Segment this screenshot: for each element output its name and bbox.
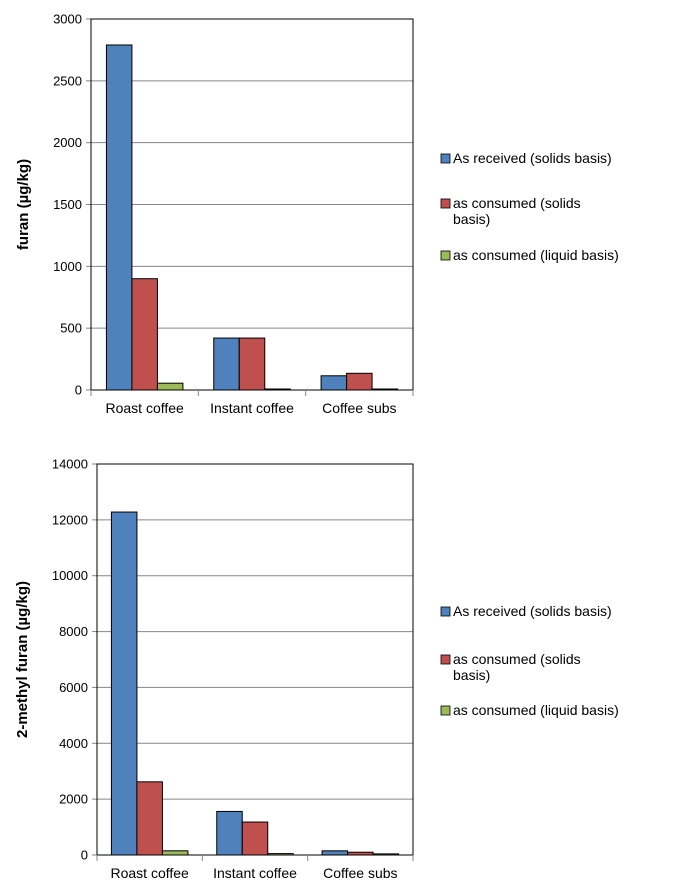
bar — [346, 372, 373, 391]
y-tick-label: 0 — [75, 383, 82, 398]
bar — [110, 511, 138, 856]
bar — [320, 375, 348, 391]
x-tick-label: Roast coffee — [105, 400, 184, 416]
y-tick-label: 12000 — [52, 512, 88, 527]
y-tick-label: 2000 — [59, 792, 88, 807]
bar — [216, 810, 243, 856]
y-axis-label: 2-methyl furan (µg/kg) — [14, 581, 31, 738]
y-tick-label: 2500 — [53, 73, 82, 88]
bar — [264, 388, 291, 391]
bar — [241, 821, 269, 856]
y-tick-label: 500 — [60, 321, 82, 336]
bar — [238, 337, 266, 391]
legend-swatch — [440, 705, 451, 716]
bar — [136, 781, 163, 856]
legend-swatch — [440, 606, 451, 617]
legend-label: basis) — [453, 667, 490, 683]
methylfuran-chart: 0 2000 4000 6000 8000 10000 12000 14000 Roast co… — [14, 457, 619, 882]
y-tick-label: 8000 — [59, 624, 88, 639]
legend-label: as consumed (solids — [453, 195, 581, 211]
bar — [371, 388, 399, 391]
legend-label: as consumed (liquid basis) — [453, 247, 619, 263]
bar — [213, 337, 240, 391]
y-tick-label: 1500 — [53, 197, 82, 212]
x-tick-label: Roast coffee — [110, 865, 189, 881]
legend-swatch — [440, 198, 451, 209]
bar — [161, 850, 189, 856]
y-tick-label: 4000 — [59, 736, 88, 751]
y-tick-label: 14000 — [52, 457, 88, 472]
legend-label: As received (solids basis) — [453, 150, 612, 166]
x-tick-label: Instant coffee — [213, 865, 297, 881]
bar — [347, 851, 374, 856]
y-tick-label: 1000 — [53, 259, 82, 274]
bar — [267, 853, 294, 856]
legend-label: basis) — [453, 211, 490, 227]
bar — [321, 850, 349, 856]
y-tick-label: 6000 — [59, 680, 88, 695]
bar — [131, 278, 158, 391]
bar — [372, 853, 400, 856]
x-tick-label: Coffee subs — [322, 400, 396, 416]
x-tick-label: Instant coffee — [210, 400, 294, 416]
x-tick-label: Coffee subs — [323, 865, 397, 881]
legend-label: as consumed (solids — [453, 651, 581, 667]
legend-swatch — [440, 654, 451, 665]
bar — [156, 382, 184, 391]
y-tick-label: 0 — [81, 848, 88, 863]
y-axis-label: furan (µg/kg) — [15, 159, 32, 250]
y-tick-label: 2000 — [53, 135, 82, 150]
legend-swatch — [440, 250, 451, 261]
furan-chart: 0 500 1000 1500 2000 2500 3000 Roast coffee Inst… — [15, 12, 619, 417]
y-tick-label: 10000 — [52, 568, 88, 583]
bar — [105, 44, 133, 391]
legend-label: As received (solids basis) — [453, 603, 612, 619]
legend-label: as consumed (liquid basis) — [453, 702, 619, 718]
y-tick-label: 3000 — [53, 12, 82, 27]
legend-swatch — [440, 153, 451, 164]
